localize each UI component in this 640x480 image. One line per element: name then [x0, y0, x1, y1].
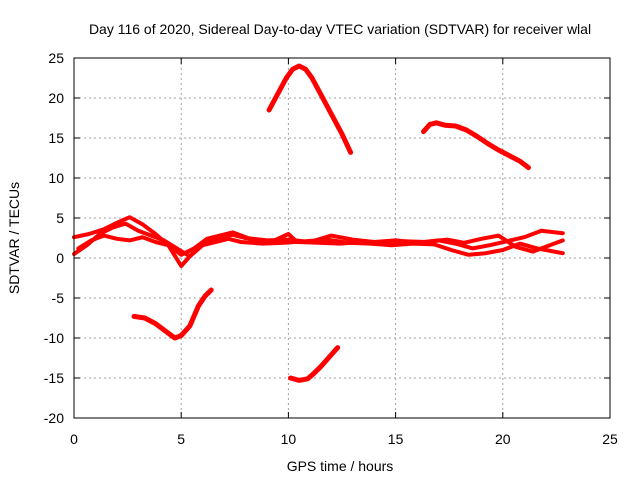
y-tick-label: 10	[48, 170, 64, 186]
y-tick-label: -20	[44, 410, 64, 426]
y-tick-labels: -20 -15 -10 -5 0 5 10 15 20 25	[44, 50, 64, 426]
series-layer	[72, 63, 565, 383]
tick-layer	[73, 57, 611, 419]
y-tick-label: 5	[56, 210, 64, 226]
series-line-arc-lower-center	[288, 345, 341, 383]
y-tick-label: 20	[48, 90, 64, 106]
series-line-band-c	[76, 230, 565, 257]
x-tick-label: 15	[388, 431, 404, 447]
y-tick-label: -15	[44, 370, 64, 386]
x-tick-label: 25	[602, 431, 618, 447]
x-tick-label: 20	[495, 431, 511, 447]
y-tick-label: 0	[56, 250, 64, 266]
x-tick-label: 0	[70, 431, 78, 447]
y-tick-label: -5	[52, 290, 65, 306]
series-line-band-b	[72, 221, 565, 259]
series-line-arc-upper-right	[421, 120, 531, 171]
x-tick-label: 5	[177, 431, 185, 447]
x-tick-labels: 0 5 10 15 20 25	[70, 431, 618, 447]
y-tick-label: 25	[48, 50, 64, 66]
plot-frame	[73, 57, 611, 419]
x-axis-title: GPS time / hours	[287, 458, 394, 474]
series-line-arc-top-peak	[266, 63, 354, 155]
y-tick-label: -10	[44, 330, 64, 346]
y-axis-title: SDTVAR / TECUs	[6, 182, 22, 294]
y-tick-label: 15	[48, 130, 64, 146]
x-tick-label: 10	[281, 431, 297, 447]
chart-title: Day 116 of 2020, Sidereal Day-to-day VTE…	[89, 21, 591, 37]
series-line-arc-lower-left	[131, 287, 214, 341]
